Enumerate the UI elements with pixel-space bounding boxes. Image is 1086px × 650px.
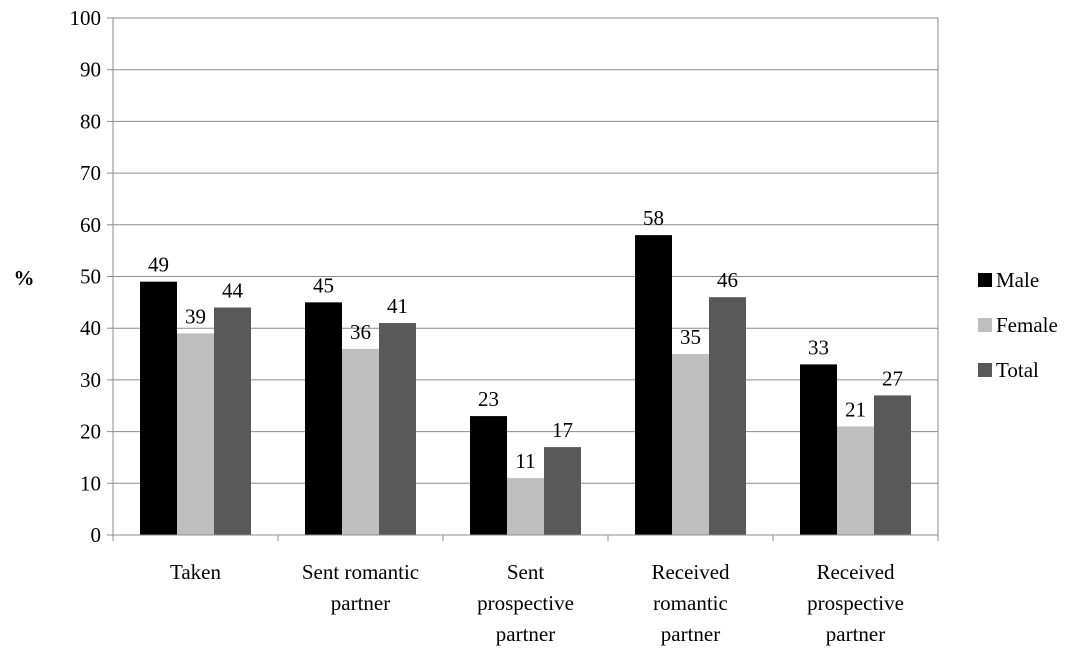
category-label: Sent romantic — [302, 560, 419, 584]
bar-female — [837, 426, 874, 535]
y-tick-label: 40 — [80, 316, 101, 340]
bar-total — [214, 307, 251, 535]
legend-swatch-male — [978, 273, 992, 287]
data-label: 36 — [350, 320, 371, 344]
bar-male — [140, 281, 177, 535]
data-label: 41 — [387, 294, 408, 318]
data-label: 17 — [552, 418, 573, 442]
category-label: romantic — [653, 591, 728, 615]
category-label: partner — [496, 622, 555, 646]
data-label: 21 — [845, 397, 866, 421]
y-tick-label: 80 — [80, 109, 101, 133]
category-label: Taken — [170, 560, 222, 584]
category-label: partner — [661, 622, 720, 646]
bar-male — [635, 235, 672, 535]
y-tick-label: 50 — [80, 265, 101, 289]
y-tick-label: 20 — [80, 420, 101, 444]
legend-label-total: Total — [996, 358, 1039, 382]
y-tick-label: 60 — [80, 213, 101, 237]
bar-male — [800, 364, 837, 535]
legend-swatch-total — [978, 363, 992, 377]
legend-label-male: Male — [996, 268, 1039, 292]
y-tick-label: 30 — [80, 368, 101, 392]
data-label: 58 — [643, 206, 664, 230]
legend: Male Female Total — [978, 268, 1058, 382]
y-tick-label: 10 — [80, 471, 101, 495]
bars: 49 39 44 45 36 41 23 11 17 58 35 46 33 21 27 — [140, 206, 911, 535]
bar-total — [379, 323, 416, 535]
category-label: Sent — [507, 560, 545, 584]
bar-total — [874, 395, 911, 535]
y-axis-label: % — [14, 266, 35, 290]
data-label: 11 — [515, 449, 535, 473]
legend-swatch-female — [978, 318, 992, 332]
category-label: prospective — [807, 591, 904, 615]
data-label: 46 — [717, 268, 738, 292]
data-label: 39 — [185, 304, 206, 328]
legend-label-female: Female — [996, 313, 1058, 337]
category-label: Received — [816, 560, 895, 584]
category-label: Received — [651, 560, 730, 584]
bar-female — [672, 354, 709, 535]
bar-male — [305, 302, 342, 535]
bar-female — [177, 333, 214, 535]
data-label: 33 — [808, 335, 829, 359]
y-tick-label: 90 — [80, 58, 101, 82]
axes: 0 10 20 30 40 50 60 70 80 90 100 Taken Sent romantic… — [70, 6, 939, 646]
category-label: prospective — [477, 591, 574, 615]
bar-female — [507, 478, 544, 535]
bar-male — [470, 416, 507, 535]
data-label: 35 — [680, 325, 701, 349]
y-tick-label: 0 — [91, 523, 102, 547]
data-label: 49 — [148, 253, 169, 277]
y-tick-label: 70 — [80, 161, 101, 185]
y-tick-label: 100 — [70, 6, 102, 30]
bar-total — [709, 297, 746, 535]
data-label: 23 — [478, 387, 499, 411]
category-label: partner — [331, 591, 390, 615]
data-label: 44 — [222, 279, 244, 303]
data-label: 27 — [882, 366, 903, 390]
bar-total — [544, 447, 581, 535]
category-label: partner — [826, 622, 885, 646]
bar-female — [342, 348, 379, 535]
data-label: 45 — [313, 273, 334, 297]
